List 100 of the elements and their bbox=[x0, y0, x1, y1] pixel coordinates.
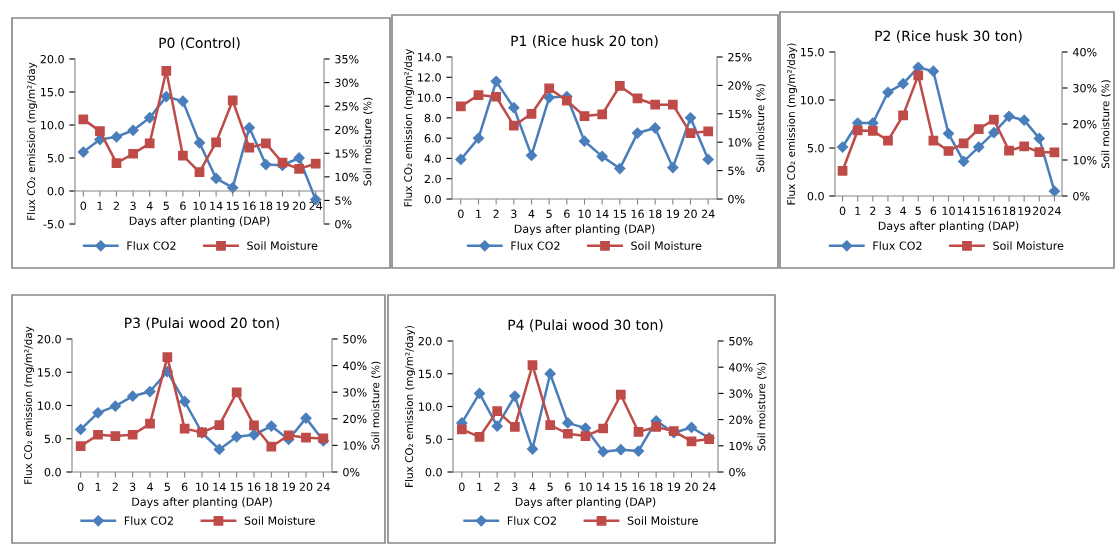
x-tick-label: 2 bbox=[870, 206, 876, 215]
x-tick-label: 5 bbox=[546, 209, 552, 219]
y-tick-label: 15.0 bbox=[41, 87, 64, 97]
y2-tick-label: 40% bbox=[1072, 47, 1097, 57]
x-tick-label: 10 bbox=[942, 206, 955, 216]
y2-tick-label: 20% bbox=[1073, 119, 1097, 129]
x-tick-label: 18 bbox=[260, 201, 273, 211]
y-tick-label: 0.0 bbox=[44, 467, 61, 477]
x-tick-label: 14 bbox=[210, 201, 223, 210]
x-tick-label: 19 bbox=[666, 209, 680, 219]
x-tick-label: 15 bbox=[226, 201, 239, 211]
y2-tick-label: 20% bbox=[728, 81, 752, 90]
legend-label: Soil Moisture bbox=[627, 516, 698, 525]
x-tick-label: 20 bbox=[292, 201, 306, 211]
x-tick-label: 4 bbox=[147, 482, 153, 491]
legend-label: Soil Moisture bbox=[993, 241, 1064, 250]
x-tick-label: 20 bbox=[685, 482, 698, 492]
y2-axis-title: Soil moisture (%) bbox=[363, 97, 373, 186]
x-tick-label: 24 bbox=[701, 209, 715, 218]
y2-tick-label: 0% bbox=[729, 467, 746, 477]
x-tick-label: 10 bbox=[193, 201, 206, 211]
x-tick-label: 3 bbox=[129, 482, 136, 492]
legend-label: Flux CO2 bbox=[507, 516, 556, 525]
y2-tick-label: 5% bbox=[728, 166, 745, 175]
chart-title: P3 (Pulai wood 20 ton) bbox=[125, 317, 280, 330]
x-tick-label: 1 bbox=[95, 482, 101, 491]
y-tick-label: 10.0 bbox=[419, 402, 442, 411]
y-tick-label: 5.0 bbox=[807, 143, 824, 153]
y-axis-title: Flux CO₂ emission (mg/m²/day bbox=[23, 326, 35, 484]
x-tick-label: 0 bbox=[839, 206, 846, 216]
x-tick-label: 1 bbox=[477, 482, 483, 491]
x-tick-label: 16 bbox=[632, 482, 645, 492]
x-tick-label: 3 bbox=[512, 482, 518, 492]
y-tick-label: 10.0 bbox=[38, 401, 61, 410]
y2-tick-label: 20% bbox=[335, 125, 359, 135]
x-tick-label: 2 bbox=[113, 201, 119, 210]
y2-tick-label: 25% bbox=[335, 102, 359, 111]
y2-tick-label: 40% bbox=[342, 361, 367, 370]
y2-tick-label: 40% bbox=[728, 363, 753, 372]
x-axis-title: Days after planting (DAP) bbox=[514, 224, 655, 236]
x-tick-label: 14 bbox=[957, 206, 971, 215]
x-tick-label: 19 bbox=[1018, 206, 1031, 216]
y-tick-label: 5.0 bbox=[425, 435, 442, 444]
y2-tick-label: 10% bbox=[729, 441, 753, 451]
legend-label: Flux CO2 bbox=[873, 241, 922, 250]
y-tick-label: 14.0 bbox=[418, 52, 441, 62]
x-tick-label: 1 bbox=[855, 206, 861, 215]
x-tick-label: 3 bbox=[130, 201, 136, 211]
x-tick-label: 18 bbox=[1003, 206, 1016, 216]
x-tick-label: 2 bbox=[494, 482, 500, 491]
x-tick-label: 24 bbox=[702, 482, 716, 491]
x-tick-label: 19 bbox=[667, 482, 681, 492]
x-tick-label: 4 bbox=[900, 206, 907, 215]
x-tick-label: 15 bbox=[614, 482, 627, 492]
x-tick-label: 15 bbox=[230, 482, 243, 492]
y-axis-title: Flux CO₂ emission (mg/m²/day) bbox=[786, 43, 798, 205]
x-tick-label: 4 bbox=[146, 201, 153, 210]
y2-tick-label: 5% bbox=[335, 196, 352, 205]
x-tick-label: 5 bbox=[164, 482, 170, 492]
x-tick-label: 1 bbox=[476, 209, 482, 218]
x-tick-label: 24 bbox=[1048, 206, 1061, 215]
chart-title: P2 (Rice husk 30 ton) bbox=[875, 30, 1022, 43]
chart-title: P1 (Rice husk 20 ton) bbox=[511, 35, 658, 48]
y2-tick-label: 10% bbox=[335, 172, 359, 182]
x-tick-label: 6 bbox=[181, 482, 188, 492]
x-tick-label: 20 bbox=[299, 482, 313, 492]
x-tick-label: 24 bbox=[317, 482, 330, 491]
x-tick-label: 19 bbox=[282, 482, 295, 492]
y-tick-label: 4.0 bbox=[424, 154, 441, 163]
y-tick-label: 0.0 bbox=[425, 467, 442, 477]
x-tick-label: 18 bbox=[649, 209, 662, 219]
y2-tick-label: 10% bbox=[728, 138, 752, 147]
x-tick-label: 3 bbox=[885, 206, 891, 216]
x-tick-label: 3 bbox=[511, 209, 517, 219]
x-tick-label: 20 bbox=[1033, 206, 1046, 216]
y2-tick-label: 50% bbox=[343, 334, 367, 344]
y2-tick-label: 15% bbox=[335, 149, 359, 158]
x-axis-title: Days after planting (DAP) bbox=[515, 497, 656, 509]
y-tick-label: 15.0 bbox=[801, 47, 824, 57]
x-tick-label: 14 bbox=[596, 209, 609, 218]
x-axis-title: Days after planting (DAP) bbox=[129, 216, 270, 228]
x-tick-label: 6 bbox=[180, 201, 186, 211]
y2-axis-title: Soil moisture (%) bbox=[757, 362, 767, 451]
y-tick-label: 8.0 bbox=[424, 113, 441, 123]
legend-label: Flux CO2 bbox=[511, 241, 560, 250]
x-tick-label: 14 bbox=[213, 482, 226, 491]
chart-title: P4 (Pulai wood 30 ton) bbox=[508, 319, 663, 332]
y2-tick-label: 15% bbox=[728, 109, 752, 119]
y-tick-label: 15.0 bbox=[419, 369, 442, 379]
legend-label: Flux CO2 bbox=[127, 241, 176, 250]
y-tick-label: 2.0 bbox=[424, 174, 441, 184]
y-tick-label: 15.0 bbox=[38, 368, 61, 377]
x-tick-label: 15 bbox=[972, 206, 985, 216]
y-tick-label: 6.0 bbox=[424, 134, 441, 143]
x-tick-label: 5 bbox=[163, 201, 169, 211]
y-tick-label: 10.0 bbox=[801, 95, 824, 105]
x-tick-label: 20 bbox=[684, 209, 697, 219]
y-tick-label: 5.0 bbox=[44, 434, 61, 444]
x-tick-label: 0 bbox=[459, 482, 465, 492]
y-axis-title: Flux CO₂ emission (mg/m²/day bbox=[26, 62, 38, 220]
